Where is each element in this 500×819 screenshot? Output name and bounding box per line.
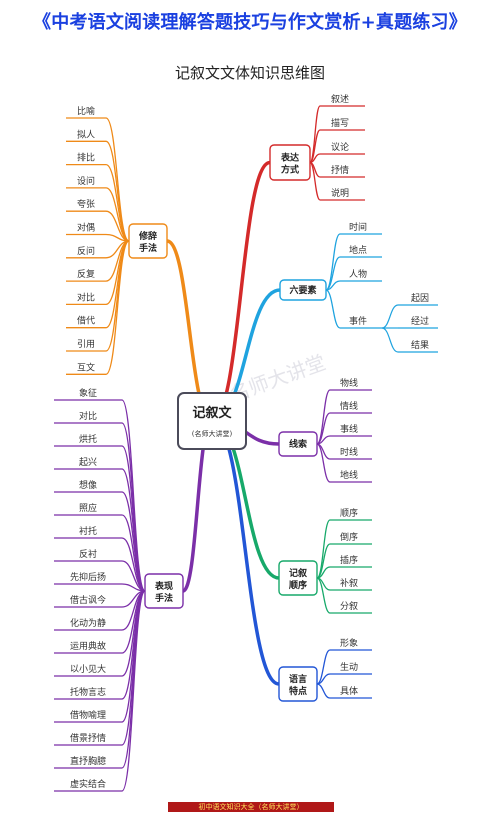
branch-label-b1: 表达方式 xyxy=(280,152,299,176)
subleaf-connector-2 xyxy=(381,327,399,353)
branch-node-b7 xyxy=(144,573,184,609)
leaf-label-b7-12: 以小见大 xyxy=(70,663,106,675)
leaf-label-b4-1: 倒序 xyxy=(340,531,358,543)
leaf-label-b6-0: 比喻 xyxy=(77,105,95,117)
leaf-label-b5-0: 形象 xyxy=(340,637,358,649)
subleaf-label-0: 起因 xyxy=(411,293,429,304)
branch-connector-b5 xyxy=(210,418,281,686)
leaf-label-b5-2: 具体 xyxy=(340,685,358,697)
leaf-label-b5-1: 生动 xyxy=(340,661,358,673)
leaf-connector-b4-0 xyxy=(316,519,331,579)
leaf-label-b4-0: 顺序 xyxy=(340,507,358,519)
branch-label-b6: 修辞手法 xyxy=(138,230,157,254)
leaf-label-b2-1: 地点 xyxy=(349,244,367,256)
leaf-label-b7-7: 反衬 xyxy=(79,548,97,560)
leaf-label-b6-6: 反问 xyxy=(77,245,95,257)
leaf-connector-b6-4 xyxy=(105,210,130,242)
leaf-connector-b2-1 xyxy=(325,256,341,291)
leaf-connector-b4-4 xyxy=(316,577,331,614)
leaf-label-b1-2: 议论 xyxy=(331,141,349,153)
leaf-label-b3-3: 时线 xyxy=(340,446,358,458)
leaf-label-b3-1: 情线 xyxy=(340,400,358,412)
leaf-label-b6-11: 互文 xyxy=(77,361,95,373)
leaf-connector-b6-0 xyxy=(105,117,130,242)
leaf-label-b1-3: 抒情 xyxy=(331,164,349,176)
leaf-label-b7-13: 托物言志 xyxy=(70,686,106,698)
branch-label-b4: 记叙顺序 xyxy=(289,567,307,591)
leaf-label-b2-3: 事件 xyxy=(349,315,367,327)
leaf-label-b3-0: 物线 xyxy=(340,377,358,389)
branch-label-b2: 六要素 xyxy=(289,284,316,296)
leaf-label-b7-10: 化动为静 xyxy=(70,617,106,629)
center-node xyxy=(177,392,247,450)
leaf-label-b7-3: 起兴 xyxy=(79,457,97,468)
leaf-label-b7-5: 照应 xyxy=(79,502,97,514)
leaf-label-b7-17: 虚实结合 xyxy=(70,778,106,790)
leaf-connector-b7-6 xyxy=(121,537,146,592)
leaf-connector-b6-11 xyxy=(105,240,130,375)
leaf-label-b7-0: 象征 xyxy=(79,387,97,399)
leaf-label-b1-1: 描写 xyxy=(331,117,349,129)
center-title: 记叙文 xyxy=(192,405,232,421)
leaf-label-b6-3: 设问 xyxy=(77,175,95,187)
leaf-label-b1-0: 叙述 xyxy=(331,93,349,105)
leaf-label-b6-8: 对比 xyxy=(77,291,95,303)
leaf-connector-b3-4 xyxy=(316,443,331,483)
subleaf-label-2: 结果 xyxy=(411,339,429,351)
leaf-label-b6-2: 排比 xyxy=(77,152,95,164)
leaf-label-b7-6: 衬托 xyxy=(79,525,97,537)
leaf-label-b4-2: 插序 xyxy=(340,554,358,566)
leaf-connector-b5-0 xyxy=(316,649,331,685)
leaf-label-b7-16: 直抒胸臆 xyxy=(70,755,106,767)
leaf-connector-b3-1 xyxy=(316,412,331,445)
leaf-connector-b7-16 xyxy=(121,590,146,769)
leaf-label-b7-2: 烘托 xyxy=(79,433,97,445)
leaf-connector-b2-2 xyxy=(325,280,341,291)
branch-label-b3: 线索 xyxy=(289,438,307,450)
center-subtitle: (名师大讲堂) xyxy=(192,429,233,438)
branch-label-b5: 语言特点 xyxy=(289,673,307,697)
leaf-label-b2-2: 人物 xyxy=(349,268,367,280)
leaf-label-b6-5: 对偶 xyxy=(77,222,95,234)
leaf-label-b3-4: 地线 xyxy=(340,469,358,481)
leaf-label-b7-11: 运用典故 xyxy=(70,640,106,652)
footer-banner: 初中语文知识大全（名师大讲堂） xyxy=(168,802,334,812)
leaf-label-b2-0: 时间 xyxy=(349,221,367,233)
leaf-connector-b7-7 xyxy=(121,560,146,592)
leaf-label-b6-7: 反复 xyxy=(77,268,95,280)
leaf-label-b7-14: 借物喻理 xyxy=(70,709,106,721)
branch-label-b7: 表现手法 xyxy=(154,580,173,604)
leaf-label-b6-4: 夸张 xyxy=(77,198,95,210)
leaf-label-b4-3: 补叙 xyxy=(340,577,358,589)
leaf-label-b6-9: 借代 xyxy=(77,315,95,327)
leaf-connector-b7-17 xyxy=(121,590,146,792)
subleaf-connector-0 xyxy=(381,304,399,329)
leaf-connector-b6-3 xyxy=(105,187,130,242)
leaf-label-b4-4: 分叙 xyxy=(340,600,358,612)
leaf-label-b3-2: 事线 xyxy=(340,423,358,435)
mindmap-title: 记叙文文体知识思维图 xyxy=(174,64,325,82)
leaf-label-b7-15: 借景抒情 xyxy=(70,732,106,744)
leaf-connector-b4-1 xyxy=(316,543,331,579)
leaf-label-b1-4: 说明 xyxy=(331,187,349,199)
leaf-connector-b5-2 xyxy=(316,683,331,699)
leaf-label-b6-10: 引用 xyxy=(77,339,95,350)
leaf-connector-b2-3 xyxy=(325,289,341,329)
leaf-connector-b1-4 xyxy=(309,161,321,201)
leaf-label-b7-8: 先抑后扬 xyxy=(70,571,106,583)
leaf-label-b6-1: 拟人 xyxy=(77,128,95,140)
leaf-label-b7-4: 想像 xyxy=(79,479,97,491)
leaf-connector-b7-15 xyxy=(121,590,146,746)
subleaf-label-1: 经过 xyxy=(411,315,429,327)
leaf-label-b7-9: 借古讽今 xyxy=(70,594,106,606)
branch-node-b6 xyxy=(128,223,168,259)
banner-title: 《中考语文阅读理解答题技巧与作文赏析+真题练习》 xyxy=(33,12,467,33)
leaf-connector-b1-1 xyxy=(309,129,321,164)
leaf-label-b7-1: 对比 xyxy=(79,410,97,422)
